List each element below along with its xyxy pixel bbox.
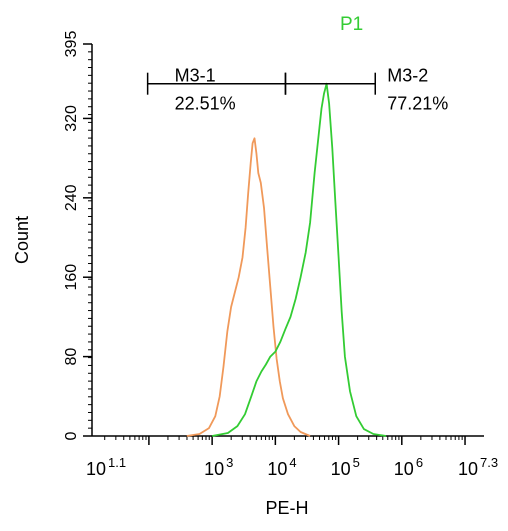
y-tick-label: 320 bbox=[63, 105, 80, 132]
series-line-2 bbox=[211, 82, 387, 437]
y-axis: 0 80 160 240 320 395 bbox=[63, 31, 92, 440]
x-tick-label: 10 1.1 bbox=[86, 455, 126, 479]
y-tick-label: 395 bbox=[63, 31, 80, 58]
x-tick-label: 10 3 bbox=[204, 455, 233, 479]
series-line-1 bbox=[186, 137, 311, 437]
x-tick-label: 10 5 bbox=[331, 455, 360, 479]
marker-value-2: 77.21% bbox=[387, 94, 448, 114]
x-tick-label: 10 6 bbox=[394, 455, 423, 479]
y-axis-label: Count bbox=[12, 216, 32, 264]
marker-name-1: M3-1 bbox=[175, 66, 216, 86]
marker-name-2: M3-2 bbox=[387, 66, 428, 86]
marker-value-1: 22.51% bbox=[175, 94, 236, 114]
y-tick-label: 80 bbox=[63, 348, 80, 366]
series-layer bbox=[186, 82, 387, 437]
x-axis-label: PE-H bbox=[265, 498, 308, 518]
x-tick-label: 10 4 bbox=[267, 455, 296, 479]
x-axis: 10 1.1 10 3 10 4 10 5 10 6 10 7.3 bbox=[86, 436, 498, 479]
y-tick-label: 240 bbox=[63, 184, 80, 211]
x-tick-label: 10 7.3 bbox=[458, 455, 498, 479]
chart-title: P1 bbox=[340, 14, 363, 35]
marker-layer: M3-1 22.51% M3-2 77.21% bbox=[146, 66, 448, 114]
y-tick-label: 160 bbox=[63, 264, 80, 291]
y-tick-label: 0 bbox=[63, 431, 80, 440]
